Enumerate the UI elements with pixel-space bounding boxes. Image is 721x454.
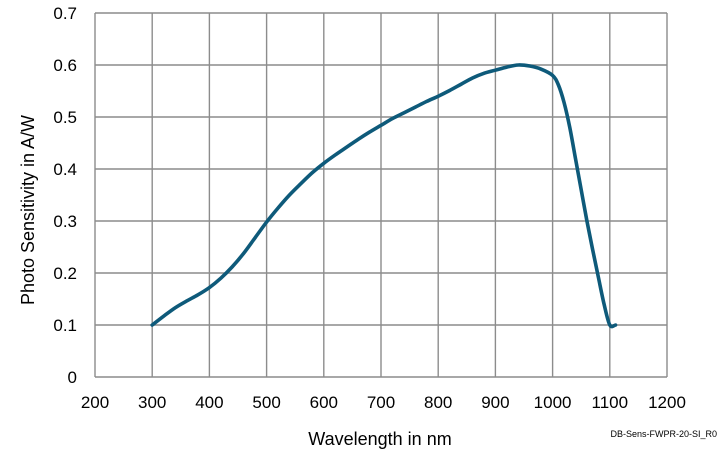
y-axis-ticks: 0 0.1 0.2 0.3 0.4 0.5 0.6 0.7 — [53, 4, 77, 387]
x-tick-label: 600 — [310, 393, 338, 412]
sensitivity-curve — [150, 63, 618, 329]
y-tick-label: 0.4 — [53, 160, 77, 179]
x-tick-label: 1100 — [592, 393, 629, 412]
y-tick-label: 0.7 — [53, 4, 77, 23]
x-tick-label: 200 — [81, 393, 109, 412]
x-tick-label: 900 — [481, 393, 509, 412]
x-tick-label: 800 — [424, 393, 452, 412]
document-code: DB-Sens-FWPR-20-SI_R0 — [610, 429, 717, 439]
x-axis-label: Wavelength in nm — [308, 429, 451, 449]
x-tick-label: 700 — [367, 393, 395, 412]
x-tick-label: 400 — [195, 393, 223, 412]
y-tick-label: 0.2 — [53, 264, 77, 283]
grid-lines — [94, 12, 668, 378]
data-series — [150, 63, 618, 329]
x-tick-label: 300 — [138, 393, 166, 412]
y-tick-label: 0.3 — [53, 212, 77, 231]
y-axis-label: Photo Sensitivity in A/W — [18, 115, 38, 305]
x-tick-label: 500 — [252, 393, 280, 412]
x-axis-ticks: 200 300 400 500 600 700 800 900 1000 1100 1200 — [81, 393, 686, 412]
y-tick-label: 0.6 — [53, 56, 77, 75]
x-tick-label: 1200 — [648, 393, 686, 412]
y-tick-label: 0.1 — [53, 316, 77, 335]
y-tick-label: 0.5 — [53, 108, 77, 127]
x-tick-label: 1000 — [534, 393, 572, 412]
y-tick-label: 0 — [68, 368, 77, 387]
